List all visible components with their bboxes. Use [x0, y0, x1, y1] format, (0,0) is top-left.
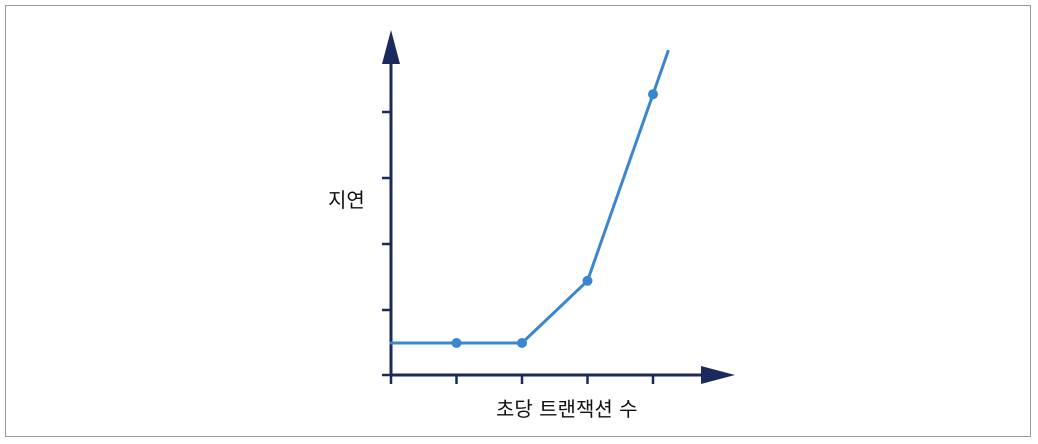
data-point — [517, 338, 527, 348]
axis-ticks — [382, 110, 655, 384]
series-line — [389, 49, 670, 345]
y-axis-arrowhead — [382, 30, 400, 64]
axes — [382, 30, 735, 384]
x-axis-arrowhead — [701, 366, 735, 384]
data-point — [451, 338, 462, 348]
data-point — [582, 275, 593, 286]
data-point — [648, 89, 658, 100]
chart-frame — [5, 5, 1031, 437]
series-layer — [389, 49, 670, 348]
y-axis-label: 지연 — [328, 188, 365, 212]
x-axis-label: 초당 트랜잭션 수 — [496, 397, 638, 421]
